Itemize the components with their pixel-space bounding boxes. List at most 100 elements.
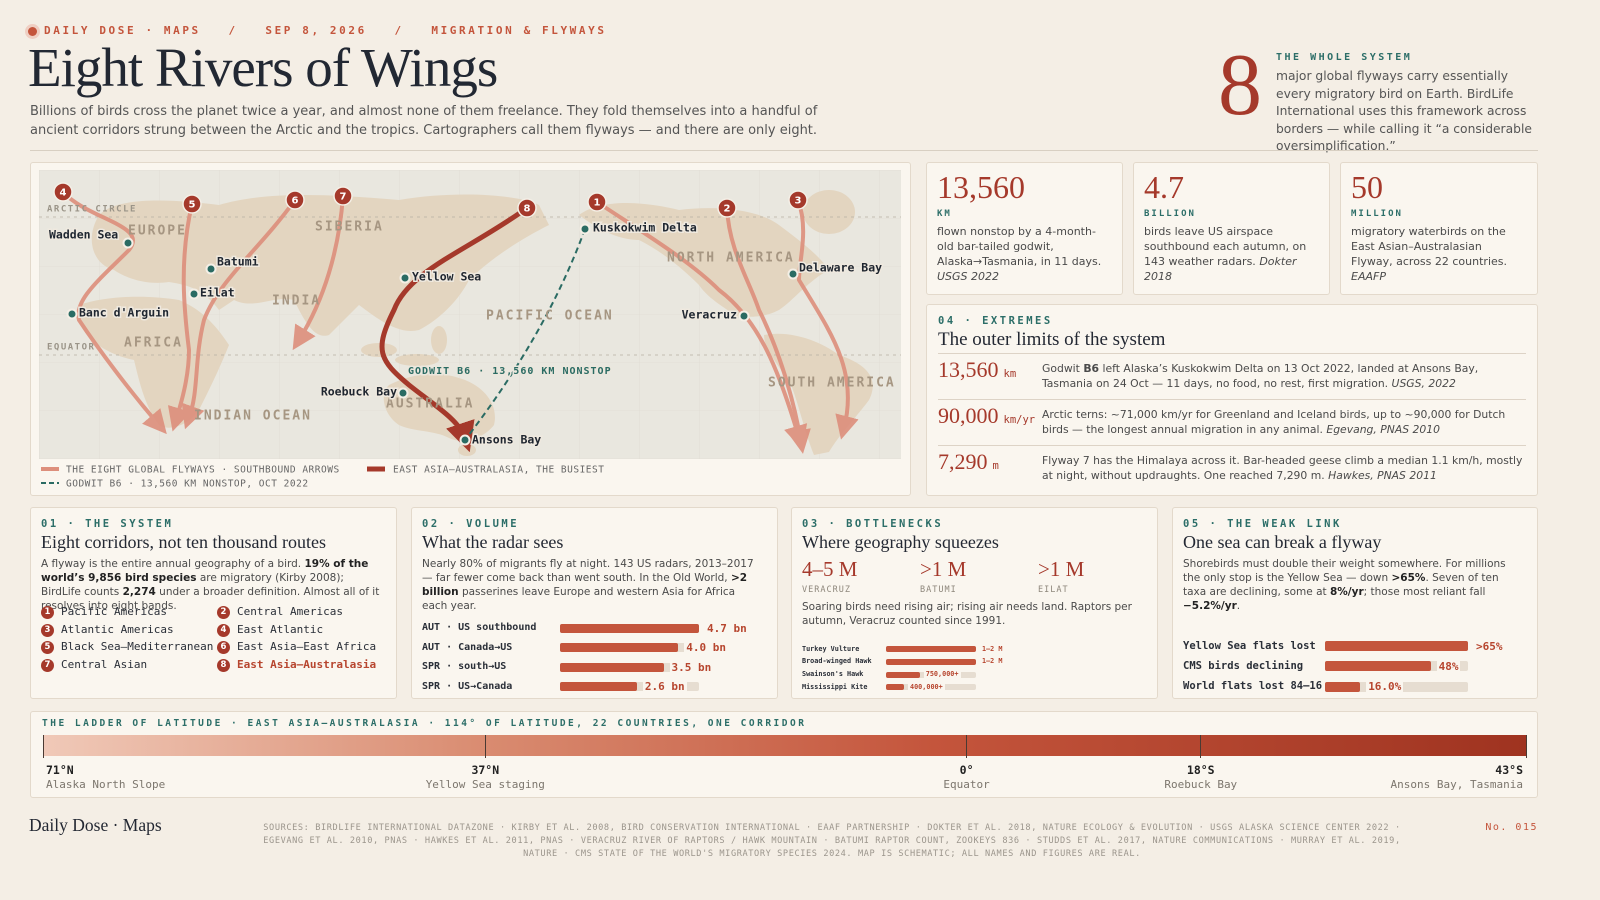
flyway-name: East Atlantic xyxy=(237,622,324,636)
panel-title: Eight corridors, not ten thousand routes xyxy=(41,532,326,552)
source: USGS, 2022 xyxy=(1391,376,1456,390)
panel-title: What the radar sees xyxy=(422,532,564,552)
stat-card: 4.7 BILLION birds leave US airspace sout… xyxy=(1133,162,1330,295)
dek: Billions of birds cross the planet twice… xyxy=(30,104,818,138)
region-label: PACIFIC OCEAN xyxy=(486,309,614,324)
region-label: EUROPE xyxy=(128,224,187,239)
bold-run: 2,274 xyxy=(122,586,156,598)
site-label: Yellow Sea xyxy=(412,270,481,284)
hero-label: THE WHOLE SYSTEM xyxy=(1276,52,1413,63)
flyway-marker xyxy=(717,198,737,218)
source: Dokter 2018 xyxy=(1144,255,1297,283)
flyway-badge: 5 xyxy=(41,641,54,655)
site-dot xyxy=(205,263,217,275)
island xyxy=(431,326,447,354)
flyway-marker xyxy=(53,182,73,202)
site-dot xyxy=(459,434,471,446)
flyway-badge: 3 xyxy=(41,623,54,637)
stat-text: birds leave US airspace southbound each … xyxy=(1144,224,1312,284)
bottlenecks-panel: 03 · BOTTLENECKS Where geography squeeze… xyxy=(791,507,1158,699)
site-label: Delaware Bay xyxy=(799,261,882,275)
bar-value: 750,000+ xyxy=(923,670,961,679)
region-label: AUSTRALIA xyxy=(386,397,474,412)
text-run: migratory waterbirds on the East Asian–A… xyxy=(1351,225,1507,268)
site-label: Banc d'Arguin xyxy=(79,306,169,320)
bar xyxy=(560,662,664,672)
text-run: Flyway 7 has the Himalaya across it. Bar… xyxy=(1042,454,1523,482)
source: Hawkes, PNAS 2011 xyxy=(1328,468,1437,482)
flyway-name: East Asia–Australasia xyxy=(237,658,377,672)
flyway-name: East Asia–East Africa xyxy=(237,640,377,654)
panel-tag: 04 · EXTREMES xyxy=(938,315,1053,327)
ladder-place: Equator xyxy=(943,778,990,791)
ladder-place: Yellow Sea staging xyxy=(425,778,545,791)
ladder-tick-label: 37°N xyxy=(471,763,500,777)
text-run: passerines leave Europe and western Asia… xyxy=(422,586,736,612)
bar-value: >65% xyxy=(1474,639,1505,653)
figure-value: >1 M xyxy=(1038,557,1085,581)
flyway-name: Atlantic Americas xyxy=(61,622,174,636)
flyway-marker xyxy=(788,190,808,210)
rule xyxy=(30,150,1538,151)
panel-text: Nearly 80% of migrants fly at night. 143… xyxy=(422,557,762,613)
bar-value: 2.6 bn xyxy=(642,680,687,693)
bold-run: 19% of the world’s 9,856 bird species xyxy=(41,558,369,584)
flyway xyxy=(292,194,345,351)
bar-value: 4.7 bn xyxy=(705,621,749,635)
bar-label: Mississippi Kite xyxy=(802,683,868,691)
stat-card: 13,560 KM flown nonstop by a 4-month-old… xyxy=(926,162,1123,295)
site-label: Roebuck Bay xyxy=(321,385,397,399)
row-rule xyxy=(938,353,1526,354)
island xyxy=(395,354,439,366)
source: EAAFP xyxy=(1351,270,1386,283)
bold-run: >2 billion xyxy=(422,572,748,598)
region-label: EQUATOR xyxy=(47,343,95,353)
flyway-badge: 4 xyxy=(217,623,230,637)
flyway xyxy=(725,206,811,454)
text-run: flown nonstop by a 4-month-old bar-taile… xyxy=(937,225,1102,268)
extreme-text: Flyway 7 has the Himalaya across it. Bar… xyxy=(1042,454,1527,483)
flyway-marker xyxy=(517,198,537,218)
panel-title: Where geography squeezes xyxy=(802,532,999,552)
extreme-value: 13,560 km xyxy=(938,357,1016,383)
island xyxy=(361,343,397,357)
extreme-value: 7,290 m xyxy=(938,449,999,475)
title: Eight Rivers of Wings xyxy=(28,37,498,98)
extreme-text: Godwit B6 left Alaska’s Kuskokwim Delta … xyxy=(1042,362,1527,391)
stat-card: 50 MILLION migratory waterbirds on the E… xyxy=(1340,162,1538,295)
bar xyxy=(560,623,699,633)
flyway-marker xyxy=(587,192,607,212)
system-panel: 01 · THE SYSTEM Eight corridors, not ten… xyxy=(30,507,397,699)
site-dot xyxy=(397,387,409,399)
extremes-panel: 04 · EXTREMES The outer limits of the sy… xyxy=(926,304,1538,496)
text-run: A flyway is the entire annual geography … xyxy=(41,558,305,570)
panel-title: The outer limits of the system xyxy=(938,329,1166,350)
flyway-name: Black Sea–Mediterranean xyxy=(61,640,214,654)
bar xyxy=(1325,641,1468,651)
text-run: are migratory (Kirby 2008); BirdLife cou… xyxy=(41,572,344,598)
extreme-text: Arctic terns: ~71,000 km/yr for Greenlan… xyxy=(1042,408,1527,437)
stat-value: 50 xyxy=(1351,169,1383,205)
flyway-marker xyxy=(333,186,353,206)
flyway-badge: 2 xyxy=(217,606,230,619)
stat-unit: BILLION xyxy=(1144,209,1196,219)
flyway xyxy=(181,198,297,430)
flyway-number: 2 xyxy=(724,204,731,215)
flyway-badge: 7 xyxy=(41,659,54,673)
flyway-marker xyxy=(285,190,305,210)
site-label: Batumi xyxy=(217,255,259,269)
ladder-title: THE LADDER OF LATITUDE · EAST ASIA–AUSTR… xyxy=(42,718,807,729)
map: ARCTIC CIRCLE EUROPE SIBERIA INDIA AFRICA EQU… xyxy=(39,170,901,459)
ladder-place: Roebuck Bay xyxy=(1164,778,1238,791)
flyway xyxy=(167,202,194,432)
text-run: Nearly 80% of migrants fly at night. 143… xyxy=(422,558,754,584)
bar xyxy=(886,658,976,665)
legend-label: GODWIT B6 · 13,560 KM NONSTOP, OCT 2022 xyxy=(66,479,309,490)
bar xyxy=(560,643,679,652)
stat-unit: KM xyxy=(937,209,952,219)
site-label: Eilat xyxy=(200,286,235,300)
ladder-tick xyxy=(484,735,486,758)
panel-text: A flyway is the entire annual geography … xyxy=(41,557,386,613)
flyway-number: 7 xyxy=(340,192,347,203)
ladder-tick-label: 18°S xyxy=(1186,763,1215,777)
